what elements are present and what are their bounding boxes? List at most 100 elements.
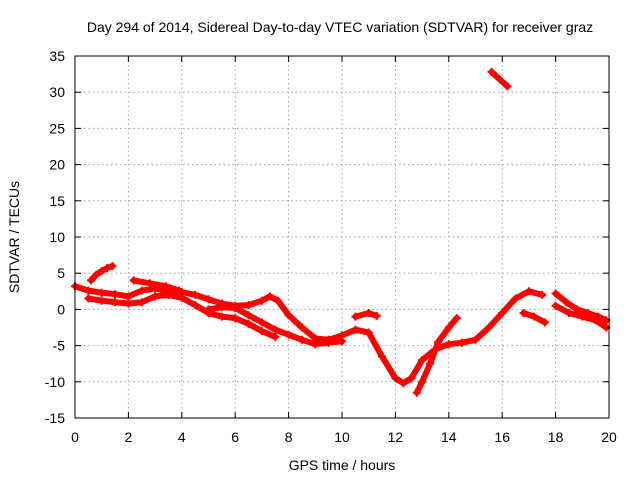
data-point-marker	[108, 262, 117, 270]
data-point-marker	[151, 292, 160, 301]
series-track-g	[519, 309, 549, 327]
data-point-marker	[551, 289, 560, 298]
data-point-marker	[458, 338, 467, 347]
data-series	[71, 67, 611, 397]
data-point-marker	[92, 270, 101, 279]
data-point-marker	[444, 323, 453, 332]
data-point-marker	[418, 377, 427, 386]
x-tick-label: 0	[71, 429, 79, 445]
data-point-marker	[177, 293, 186, 302]
data-point-marker	[412, 388, 421, 397]
y-tick-label: -10	[45, 374, 65, 390]
data-point-marker	[204, 305, 213, 314]
data-point-marker	[407, 374, 416, 383]
data-point-marker	[137, 286, 146, 295]
data-point-marker	[137, 298, 146, 307]
x-axis-title: GPS time / hours	[289, 457, 396, 473]
data-point-marker	[452, 314, 461, 323]
data-point-marker	[540, 318, 549, 327]
x-tick-label: 20	[601, 429, 617, 445]
data-point-marker	[87, 276, 95, 285]
data-point-marker	[161, 282, 170, 291]
x-tick-label: 6	[231, 429, 239, 445]
data-point-marker	[351, 325, 360, 334]
data-point-marker	[231, 304, 240, 312]
data-point-marker	[175, 286, 184, 295]
data-point-marker	[426, 359, 435, 368]
y-tick-label: 0	[57, 301, 65, 317]
y-tick-label: 30	[49, 84, 65, 100]
data-point-marker	[324, 338, 333, 347]
x-tick-label: 2	[125, 429, 133, 445]
data-point-marker	[97, 288, 106, 297]
data-point-marker	[503, 82, 512, 91]
series-band	[130, 277, 183, 294]
data-point-marker	[244, 311, 253, 320]
y-tick-label: -5	[53, 338, 66, 354]
x-tick-label: 4	[178, 429, 186, 445]
x-tick-label: 16	[494, 429, 510, 445]
data-point-marker	[284, 330, 293, 339]
data-point-marker	[257, 318, 266, 327]
data-point-marker	[271, 332, 280, 341]
x-tick-label: 14	[441, 429, 457, 445]
y-tick-label: 25	[49, 120, 65, 136]
data-point-marker	[484, 323, 493, 332]
data-point-marker	[111, 298, 119, 307]
data-point-marker	[444, 340, 453, 349]
data-point-marker	[257, 296, 266, 305]
data-point-marker	[591, 316, 600, 325]
data-point-marker	[487, 67, 496, 76]
data-point-marker	[351, 312, 360, 321]
data-point-marker	[145, 279, 154, 288]
y-tick-label: -15	[45, 410, 65, 426]
x-tick-label: 10	[334, 429, 350, 445]
chart-title: Day 294 of 2014, Sidereal Day-to-day VTE…	[87, 19, 593, 35]
plot-frame	[74, 55, 610, 419]
series-track-e	[412, 314, 461, 397]
series-track-j	[351, 309, 381, 321]
y-axis-title: SDTVAR / TECUs	[6, 181, 22, 293]
x-tick-label: 8	[285, 429, 293, 445]
x-tick-label: 18	[548, 429, 564, 445]
data-point-marker	[84, 294, 93, 303]
data-point-marker	[191, 290, 200, 299]
data-point-marker	[399, 379, 408, 388]
data-point-marker	[204, 295, 213, 304]
data-point-marker	[418, 356, 427, 365]
data-point-marker	[244, 319, 253, 328]
data-point-marker	[284, 311, 293, 320]
data-point-marker	[97, 267, 106, 275]
data-point-marker	[364, 309, 373, 317]
data-point-marker	[498, 309, 507, 317]
data-point-marker	[364, 328, 373, 337]
data-point-marker	[244, 301, 253, 310]
data-point-marker	[265, 292, 274, 301]
data-point-marker	[530, 312, 539, 321]
data-point-marker	[217, 312, 226, 321]
y-tick-labels: -15 -10 -5 0 5 10 15 20 25 30 35	[45, 48, 65, 426]
data-point-marker	[164, 290, 173, 299]
series-band	[488, 68, 511, 90]
data-point-marker	[511, 294, 520, 303]
data-point-marker	[524, 287, 533, 296]
data-point-marker	[297, 323, 306, 332]
series-track-d	[87, 262, 117, 285]
y-tick-label: 35	[49, 48, 65, 64]
data-point-marker	[84, 286, 93, 295]
data-point-marker	[378, 352, 386, 361]
data-point-marker	[231, 314, 240, 323]
data-point-marker	[129, 276, 138, 285]
y-tick-label: 20	[49, 157, 65, 173]
data-point-marker	[271, 325, 280, 334]
data-point-marker	[372, 311, 381, 320]
data-point-marker	[273, 296, 282, 305]
series-track-b	[84, 290, 280, 341]
data-point-marker	[103, 264, 111, 273]
data-point-marker	[538, 290, 547, 299]
data-point-marker	[519, 309, 528, 317]
series-track-k	[129, 276, 184, 295]
data-point-marker	[434, 338, 443, 346]
data-point-marker	[311, 340, 320, 349]
